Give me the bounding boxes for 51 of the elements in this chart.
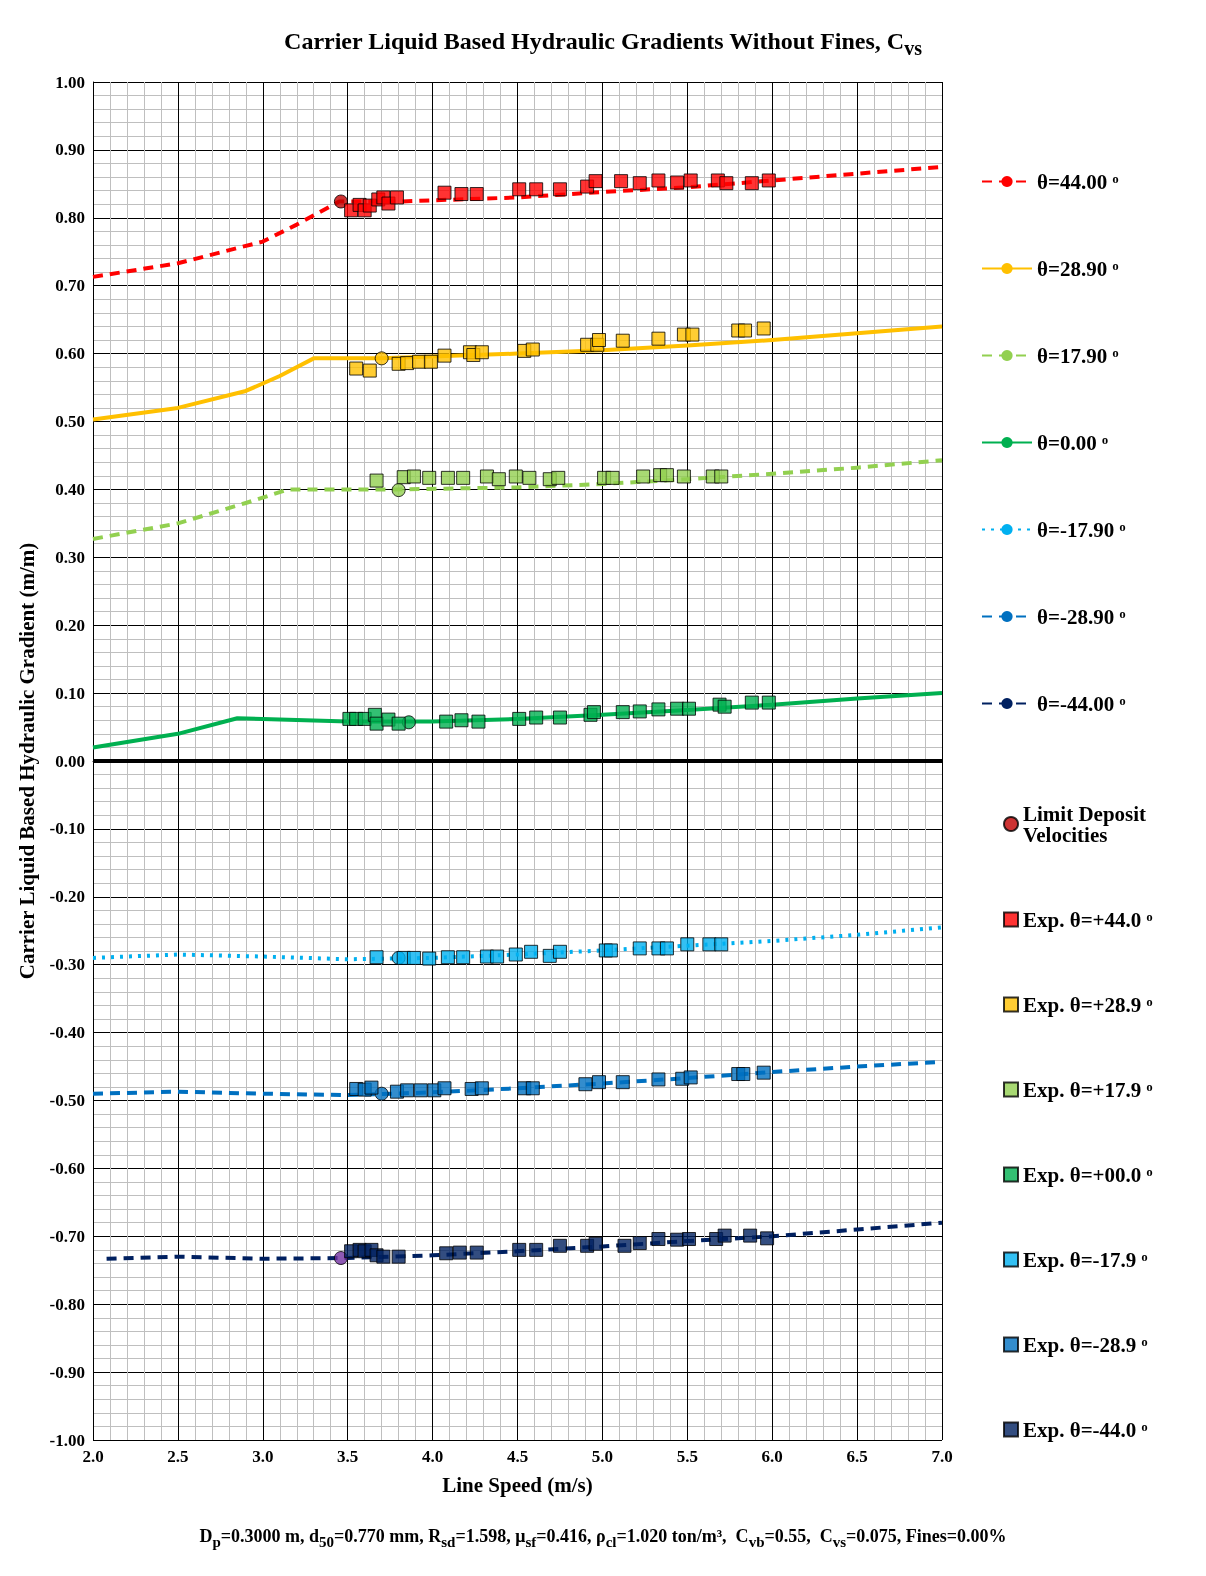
x-tick-label: 4.5 <box>506 1447 529 1466</box>
x-tick-label: 6.0 <box>761 1447 783 1466</box>
legend-label: Exp. θ=+44.0 ᵒ <box>1023 907 1153 932</box>
x-tick-label: 3.5 <box>337 1447 359 1466</box>
y-tick-label: -0.70 <box>49 1226 85 1246</box>
chart-title: Carrier Liquid Based Hydraulic Gradients Without Fines, C$_{vs}$ <box>283 28 923 60</box>
legend-label: θ=28.90 ᵒ <box>1037 256 1119 281</box>
x-tick-label: 6.5 <box>846 1447 868 1466</box>
legend-label: θ=0.00 ᵒ <box>1037 430 1108 455</box>
y-tick-label: -1.00 <box>49 1430 85 1450</box>
legend-label: Exp. θ=+17.9 ᵒ <box>1023 1077 1153 1102</box>
x-tick-label: 2.5 <box>167 1447 189 1466</box>
y-tick-label: -0.80 <box>49 1294 85 1314</box>
x-tick-label: 5.5 <box>676 1447 698 1466</box>
x-axis-title: Line Speed (m/s) <box>442 1472 593 1497</box>
x-tick-label: 3.0 <box>252 1447 274 1466</box>
y-tick-label: 0.40 <box>55 479 85 499</box>
x-tick-label: 2.0 <box>82 1447 104 1466</box>
y-tick-label: 0.20 <box>55 615 85 635</box>
y-tick-label: 0.60 <box>55 344 85 364</box>
legend-label: Exp. θ=+28.9 ᵒ <box>1023 992 1153 1017</box>
legend-label: Exp. θ=-17.9 ᵒ <box>1023 1247 1148 1272</box>
legend-label: θ=44.00 ᵒ <box>1037 169 1119 194</box>
text: D$_{p}$=0.3000 m, d$_{50}$=0.770 mm, R$_{sd}$=1.598, μ$_{sf}$=0.416, ρ$_{cl}$=1.020 ton/m³, C$_{vb}$=0.55, C$_{vs}$=0.075, Fines=0.00% <box>199 1526 1007 1550</box>
y-tick-label: 1.00 <box>55 72 85 92</box>
y-tick-label: 0.90 <box>55 140 85 160</box>
legend-label: θ=-28.90 ᵒ <box>1037 604 1126 629</box>
legend-label: Exp. θ=-28.9 ᵒ <box>1023 1332 1148 1357</box>
y-tick-label: 0.10 <box>55 683 85 703</box>
y-tick-label: 0.30 <box>55 547 85 567</box>
y-tick-label: -0.60 <box>49 1158 85 1178</box>
legend-label: Exp. θ=-44.0 ᵒ <box>1023 1417 1148 1442</box>
legend-label: θ=-44.00 ᵒ <box>1037 691 1126 716</box>
legend-label: θ=-17.90 ᵒ <box>1037 517 1126 542</box>
x-tick-label: 4.0 <box>421 1447 444 1466</box>
y-tick-label: 0.50 <box>55 412 85 431</box>
legend-label: θ=17.90 ᵒ <box>1037 343 1119 368</box>
x-tick-label: 7.0 <box>931 1447 953 1466</box>
y-tick-label: -0.30 <box>49 955 85 975</box>
y-tick-label: -0.20 <box>49 887 85 907</box>
y-tick-label: 0.70 <box>55 276 85 296</box>
y-tick-label: -0.10 <box>49 819 85 839</box>
legend-label: Exp. θ=+00.0 ᵒ <box>1023 1162 1153 1187</box>
legend-label: Limit Deposit Velocities <box>1023 801 1152 847</box>
y-tick-label: 0.80 <box>55 208 85 228</box>
y-tick-label: 0.00 <box>55 751 85 771</box>
y-tick-label: -0.90 <box>49 1362 85 1382</box>
x-tick-label: 5.0 <box>591 1447 614 1466</box>
y-tick-label: -0.50 <box>49 1091 85 1110</box>
y-axis-title: Carrier Liquid Based Hydraulic Gradient (m/m) <box>14 542 39 980</box>
y-tick-label: -0.40 <box>49 1023 85 1043</box>
